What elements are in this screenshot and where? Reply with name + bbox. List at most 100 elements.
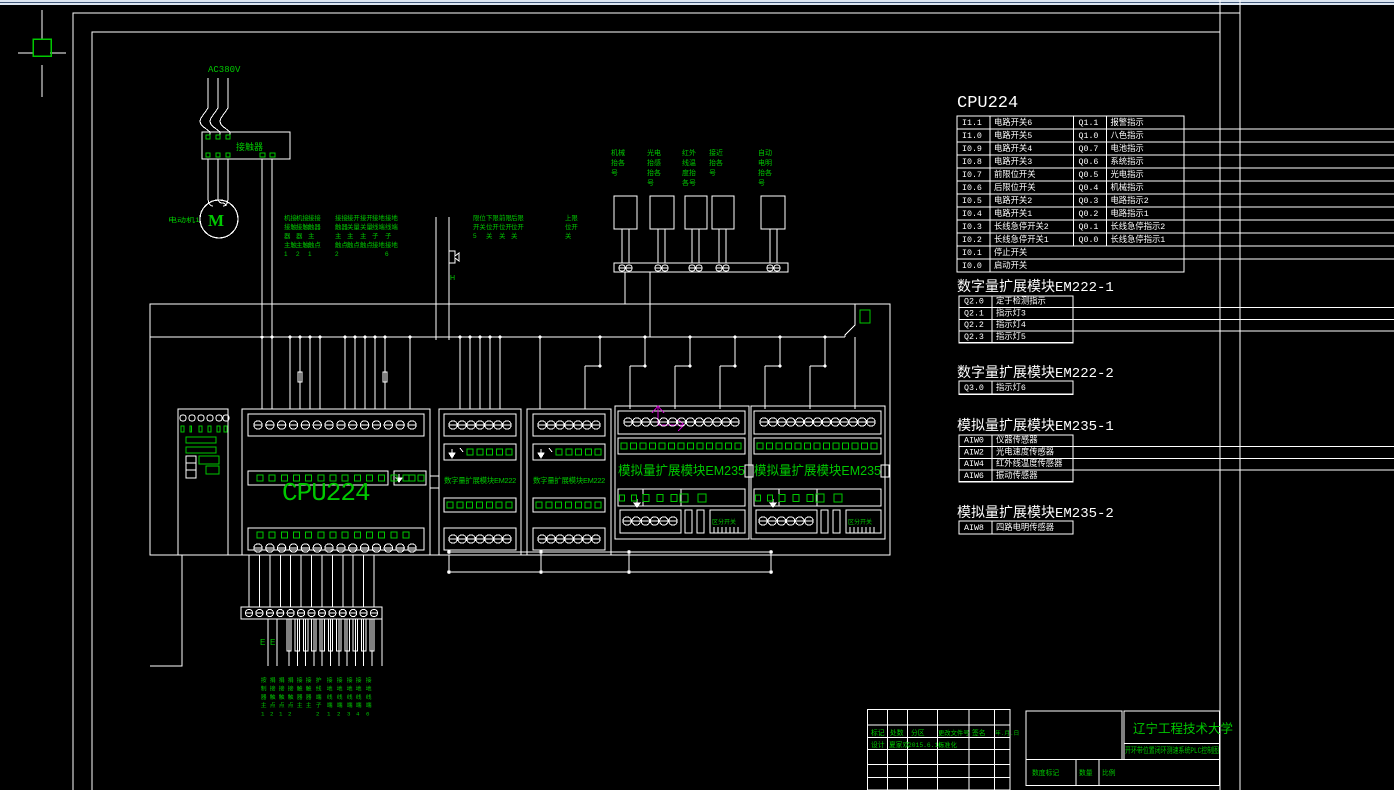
- svg-text:触: 触: [270, 693, 276, 701]
- svg-text:2: 2: [270, 711, 274, 718]
- svg-text:主: 主: [297, 701, 303, 709]
- svg-text:光电速度传感器: 光电速度传感器: [996, 446, 1055, 457]
- svg-text:停止开关: 停止开关: [994, 247, 1027, 258]
- svg-text:年.月.日: 年.月.日: [995, 729, 1019, 737]
- svg-text:长线急停开关2: 长线急停开关2: [994, 221, 1049, 232]
- svg-text:地: 地: [327, 684, 333, 692]
- svg-text:前限位开关: 前限位开关: [994, 169, 1036, 180]
- svg-text:模拟量扩展模块EM235-2: 模拟量扩展模块EM235-2: [957, 505, 1114, 522]
- svg-text:抬各: 抬各: [758, 168, 772, 177]
- svg-text:线: 线: [327, 693, 333, 701]
- svg-text:AIW4: AIW4: [964, 460, 984, 469]
- svg-text:更改文件号: 更改文件号: [938, 728, 969, 737]
- svg-text:器: 器: [297, 694, 303, 701]
- svg-text:Q1.0: Q1.0: [1079, 132, 1099, 141]
- svg-text:抬各: 抬各: [647, 168, 661, 177]
- svg-text:E: E: [270, 638, 275, 647]
- svg-text:器: 器: [306, 694, 312, 701]
- svg-text:接: 接: [297, 676, 303, 684]
- svg-text:接: 接: [327, 676, 333, 684]
- svg-text:2: 2: [316, 711, 320, 718]
- svg-text:I0.8: I0.8: [962, 158, 982, 167]
- svg-text:I1.0: I1.0: [962, 132, 982, 141]
- svg-text:线: 线: [366, 693, 372, 701]
- svg-text:红外: 红外: [682, 148, 696, 157]
- svg-text:AIW6: AIW6: [964, 472, 984, 481]
- svg-text:比例: 比例: [1102, 768, 1116, 778]
- svg-text:Q0.4: Q0.4: [1079, 184, 1099, 193]
- svg-text:子: 子: [372, 232, 379, 240]
- svg-text:触点: 触点: [308, 240, 321, 249]
- svg-text:接: 接: [306, 676, 312, 684]
- svg-text:地: 地: [347, 684, 353, 692]
- svg-text:机械指示: 机械指示: [1111, 182, 1144, 193]
- svg-text:捐: 捐: [288, 676, 294, 684]
- svg-text:Q0.2: Q0.2: [1079, 210, 1099, 219]
- svg-text:振动传感器: 振动传感器: [996, 470, 1038, 481]
- svg-text:子: 子: [316, 702, 322, 709]
- svg-text:触器: 触器: [308, 222, 321, 231]
- svg-text:I0.9: I0.9: [962, 145, 982, 154]
- svg-text:位开: 位开: [486, 222, 499, 231]
- svg-text:地: 地: [337, 684, 343, 692]
- svg-text:地: 地: [366, 684, 372, 692]
- svg-text:后限位开关: 后限位开关: [994, 182, 1036, 193]
- svg-text:定于检测指示: 定于检测指示: [996, 296, 1046, 307]
- svg-text:主: 主: [306, 701, 312, 709]
- svg-text:电路指示2: 电路指示2: [1111, 195, 1149, 206]
- svg-text:线温: 线温: [682, 158, 696, 167]
- svg-text:I0.7: I0.7: [962, 171, 982, 180]
- svg-text:自动: 自动: [758, 148, 772, 157]
- svg-text:1: 1: [279, 711, 283, 718]
- svg-text:数字量扩展模块EM222-1: 数字量扩展模块EM222-1: [957, 279, 1114, 296]
- svg-text:主: 主: [347, 231, 354, 240]
- svg-text:号: 号: [758, 179, 765, 187]
- svg-text:2: 2: [335, 251, 339, 258]
- svg-text:器: 器: [284, 232, 291, 240]
- svg-text:Q3.0: Q3.0: [964, 384, 984, 393]
- svg-text:号: 号: [647, 179, 654, 187]
- svg-text:系统指示: 系统指示: [1111, 156, 1144, 167]
- svg-text:点: 点: [279, 701, 285, 709]
- svg-text:Q0.1: Q0.1: [1079, 223, 1099, 232]
- svg-text:数字量扩展模块EM222-2: 数字量扩展模块EM222-2: [957, 365, 1114, 382]
- svg-text:3: 3: [347, 711, 351, 718]
- svg-text:接地: 接地: [385, 213, 398, 222]
- svg-text:点: 点: [270, 701, 276, 709]
- svg-text:2: 2: [288, 711, 292, 718]
- svg-text:2: 2: [296, 251, 300, 258]
- svg-text:I0.6: I0.6: [962, 184, 982, 193]
- svg-text:AC380V: AC380V: [208, 65, 241, 75]
- svg-text:I0.5: I0.5: [962, 197, 982, 206]
- svg-text:启动开关: 启动开关: [994, 260, 1027, 271]
- svg-text:电路开关2: 电路开关2: [994, 195, 1032, 206]
- svg-text:仪器传感器: 仪器传感器: [996, 435, 1038, 446]
- svg-text:模拟量扩展模块EM235: 模拟量扩展模块EM235: [618, 463, 745, 478]
- svg-text:触: 触: [306, 684, 312, 692]
- svg-text:电路指示1: 电路指示1: [1111, 208, 1149, 219]
- svg-text:号: 号: [611, 169, 618, 177]
- svg-text:地: 地: [356, 684, 362, 692]
- svg-text:数字量扩展模块EM222: 数字量扩展模块EM222: [444, 476, 516, 485]
- svg-text:端: 端: [316, 693, 322, 701]
- svg-text:器: 器: [296, 232, 303, 240]
- svg-text:端: 端: [347, 701, 353, 709]
- svg-text:指示灯4: 指示灯4: [996, 319, 1026, 330]
- svg-text:光电指示: 光电指示: [1111, 169, 1144, 180]
- svg-text:Q2.3: Q2.3: [964, 333, 984, 342]
- svg-text:接接: 接接: [308, 213, 321, 222]
- svg-text:触: 触: [297, 684, 303, 692]
- svg-text:抬各: 抬各: [611, 158, 625, 167]
- svg-text:CPU224: CPU224: [957, 94, 1018, 113]
- svg-text:后限: 后限: [511, 213, 524, 222]
- svg-text:标记: 标记: [871, 728, 885, 738]
- svg-text:线: 线: [337, 693, 343, 701]
- svg-text:H: H: [450, 275, 455, 282]
- svg-text:线: 线: [347, 693, 353, 701]
- svg-text:开关: 开关: [473, 222, 486, 231]
- svg-text:Q0.5: Q0.5: [1079, 171, 1099, 180]
- svg-text:接触器: 接触器: [236, 141, 263, 152]
- svg-text:5: 5: [473, 233, 477, 240]
- svg-text:电路开关3: 电路开关3: [994, 156, 1032, 167]
- svg-text:数字量扩展模块EM222: 数字量扩展模块EM222: [533, 476, 605, 485]
